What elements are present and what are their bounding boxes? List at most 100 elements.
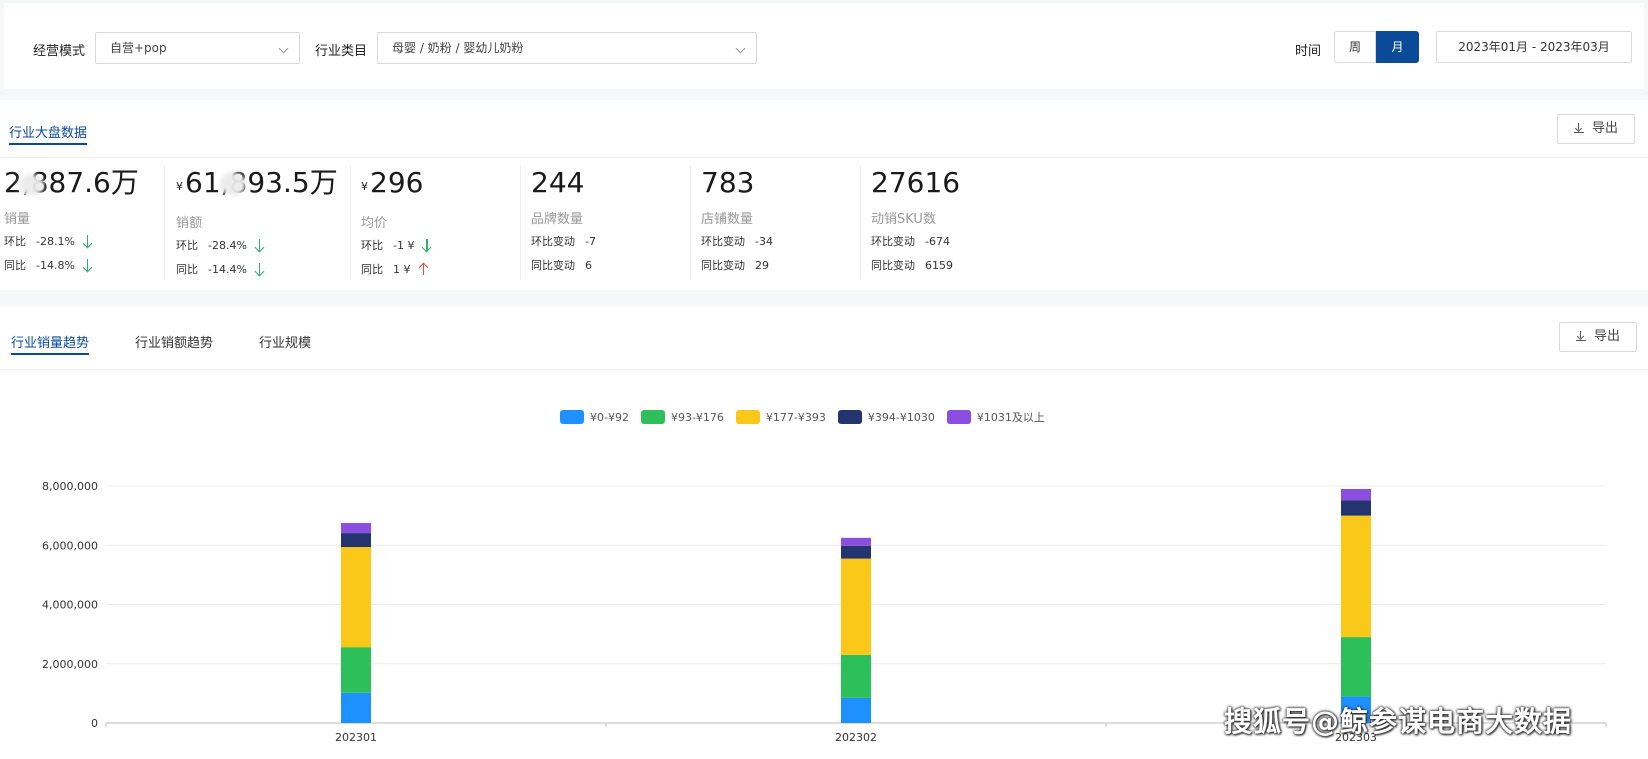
bar-segment[interactable]	[341, 547, 371, 648]
bar-segment[interactable]	[341, 533, 371, 548]
metric-label: 销额	[176, 216, 203, 231]
bar-segment[interactable]	[1341, 488, 1371, 501]
tab-industry-scale[interactable]: 行业规模	[259, 336, 312, 351]
y-tick-label: 4,000,000	[42, 599, 98, 612]
trend-export-button[interactable]: 导出	[1559, 322, 1637, 352]
tab-sales-volume-trend[interactable]: 行业销量趋势	[11, 332, 90, 355]
y-tick-label: 8,000,000	[42, 480, 98, 493]
mode-select[interactable]: 自营+pop	[95, 32, 300, 64]
bar-segment[interactable]	[341, 523, 371, 534]
trend-header: 行业销量趋势 行业销额趋势 行业规模 导出	[0, 306, 1648, 370]
legend-item[interactable]: ¥177-¥393	[735, 410, 826, 424]
tab-sales-amount-trend[interactable]: 行业销额趋势	[135, 336, 214, 351]
x-tick-label: 202301	[335, 731, 377, 744]
month-toggle-button[interactable]: 月	[1376, 31, 1419, 63]
metric-store-count: 783 店铺数量 环比变动 -34 同比变动 29	[690, 166, 860, 280]
time-label: 时间	[1295, 44, 1322, 59]
overview-header: 行业大盘数据 导出	[0, 100, 1648, 158]
metric-yoy: 同比变动 6	[531, 259, 592, 272]
bar-segment[interactable]	[1341, 637, 1371, 697]
metric-value: ¥296	[361, 166, 424, 199]
overview-title[interactable]: 行业大盘数据	[9, 122, 88, 145]
export-label: 导出	[1591, 121, 1618, 136]
y-tick-label: 0	[91, 717, 98, 730]
overview-export-button[interactable]: 导出	[1557, 114, 1635, 144]
bar-segment[interactable]	[841, 545, 871, 559]
legend-label: ¥1031及以上	[976, 411, 1045, 424]
metric-label: 销量	[4, 212, 31, 227]
legend-swatch	[837, 410, 862, 424]
metric-brand-count: 244 品牌数量 环比变动 -7 同比变动 6	[520, 166, 690, 280]
bar-segment[interactable]	[1341, 500, 1371, 516]
legend-swatch	[560, 410, 584, 424]
arrow-down-icon	[255, 239, 265, 252]
overview-panel: 行业大盘数据 导出 2,887.6万 销量 环比 -28.1% 同比 -14.8% …	[0, 100, 1648, 290]
arrow-down-icon	[83, 259, 93, 272]
legend-item[interactable]: ¥0-¥92	[560, 410, 629, 424]
legend-label: ¥177-¥393	[765, 410, 826, 424]
category-select-value: 母婴 / 奶粉 / 婴幼儿奶粉	[392, 41, 524, 55]
download-icon	[1575, 331, 1586, 341]
arrow-down-icon	[255, 263, 265, 276]
bar-segment[interactable]	[341, 692, 371, 723]
bar-segment[interactable]	[1341, 696, 1371, 723]
trend-panel: 行业销量趋势 行业销额趋势 行业规模 导出 ¥0-¥92 ¥93-¥176 ¥177…	[0, 306, 1648, 759]
metric-label: 均价	[361, 216, 388, 231]
date-range-picker[interactable]: 2023年01月 - 2023年03月	[1436, 31, 1632, 63]
metric-value: 244	[531, 166, 585, 199]
metric-value: 783	[701, 166, 755, 199]
metric-value: 27616	[871, 166, 961, 199]
arrow-down-icon	[422, 239, 432, 252]
bar-segment[interactable]	[841, 558, 871, 655]
chevron-down-icon	[278, 43, 289, 54]
watermark-text: 搜狐号@鲸参谋电商大数据	[1224, 705, 1573, 738]
category-label: 行业类目	[315, 44, 368, 59]
metric-yoy: 同比 -14.4%	[176, 261, 350, 279]
x-tick-label: 202302	[835, 731, 877, 744]
category-select[interactable]: 母婴 / 奶粉 / 婴幼儿奶粉	[377, 32, 757, 64]
download-icon	[1573, 123, 1584, 133]
legend-swatch	[946, 410, 971, 424]
metric-sales-volume: 2,887.6万 销量 环比 -28.1% 同比 -14.8%	[4, 166, 164, 280]
metric-average-price: ¥296 均价 环比 -1 ¥ 同比 1 ¥	[350, 166, 520, 280]
metric-value: ¥61,893.5万	[176, 166, 338, 199]
metric-yoy: 同比 1 ¥	[361, 261, 520, 279]
metric-mom: 环比 -28.4%	[176, 237, 350, 255]
arrow-down-icon	[83, 235, 93, 248]
y-tick-label: 6,000,000	[42, 539, 98, 552]
filter-bar: 经营模式 自营+pop 行业类目 母婴 / 奶粉 / 婴幼儿奶粉 时间 周 月 …	[4, 3, 1644, 89]
y-tick-label: 2,000,000	[42, 658, 98, 671]
export-label: 导出	[1593, 329, 1620, 344]
chevron-down-icon	[735, 43, 746, 54]
bar-segment[interactable]	[841, 537, 871, 546]
stacked-bar-chart: 0 2,000,000 4,000,000 6,000,000 8,000,000 202…	[42, 480, 1607, 744]
legend-swatch	[735, 410, 760, 424]
metric-mom: 环比 -1 ¥	[361, 237, 520, 255]
bar-segment[interactable]	[841, 697, 871, 723]
metric-sales-amount: ¥61,893.5万 销额 环比 -28.4% 同比 -14.4%	[164, 166, 350, 280]
legend-item[interactable]: ¥1031及以上	[946, 409, 1045, 425]
mode-select-value: 自营+pop	[110, 41, 167, 55]
x-tick-label: 202303	[1335, 731, 1377, 744]
metric-mom: 环比变动 -7	[531, 235, 596, 248]
metric-yoy: 同比 -14.8%	[4, 257, 164, 275]
arrow-up-icon	[419, 263, 429, 276]
mode-label: 经营模式	[33, 44, 86, 59]
bar-segment[interactable]	[841, 654, 871, 698]
legend-item[interactable]: ¥394-¥1030	[837, 410, 935, 424]
metric-mom: 环比变动 -674	[871, 235, 950, 248]
chart-legend: ¥0-¥92 ¥93-¥176 ¥177-¥393 ¥394-¥1030 ¥1031及以…	[560, 409, 1045, 425]
legend-item[interactable]: ¥93-¥176	[640, 410, 724, 424]
bar-segment[interactable]	[1341, 515, 1371, 638]
legend-label: ¥0-¥92	[590, 410, 629, 424]
week-toggle-button[interactable]: 周	[1334, 31, 1376, 63]
metric-label: 店铺数量	[701, 212, 754, 227]
metric-yoy: 同比变动 29	[701, 259, 769, 272]
metric-value: 2,887.6万	[4, 166, 139, 199]
metric-label: 动销SKU数	[871, 212, 936, 227]
metric-label: 品牌数量	[531, 212, 584, 227]
metric-mom: 环比变动 -34	[701, 235, 773, 248]
legend-swatch	[640, 410, 665, 424]
bar-segment[interactable]	[341, 647, 371, 693]
metric-sku-count: 27616 动销SKU数 环比变动 -674 同比变动 6159	[860, 166, 1060, 280]
